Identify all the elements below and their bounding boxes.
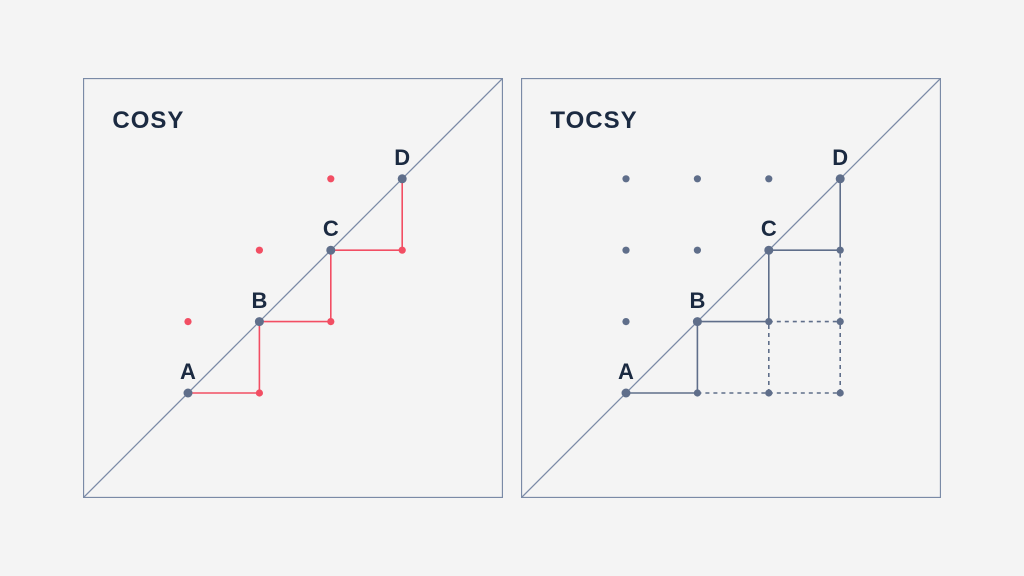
tocsy-node-label-a: A <box>618 359 634 385</box>
cosy-svg <box>83 78 503 498</box>
tocsy-svg <box>521 78 941 498</box>
cosy-node-label-b: B <box>251 288 267 314</box>
tocsy-title: TOCSY <box>550 107 637 135</box>
cosy-node-label-d: D <box>394 145 410 171</box>
tocsy-node-label-d: D <box>832 145 848 171</box>
diagram-wrap: COSY A B C D TOCSY A B C D <box>0 0 1024 576</box>
tocsy-node-label-c: C <box>761 216 777 242</box>
cosy-panel: COSY A B C D <box>83 78 503 498</box>
cosy-node-label-a: A <box>180 359 196 385</box>
tocsy-node-label-b: B <box>689 288 705 314</box>
cosy-node-label-c: C <box>323 216 339 242</box>
tocsy-panel: TOCSY A B C D <box>521 78 941 498</box>
cosy-title: COSY <box>112 107 184 135</box>
